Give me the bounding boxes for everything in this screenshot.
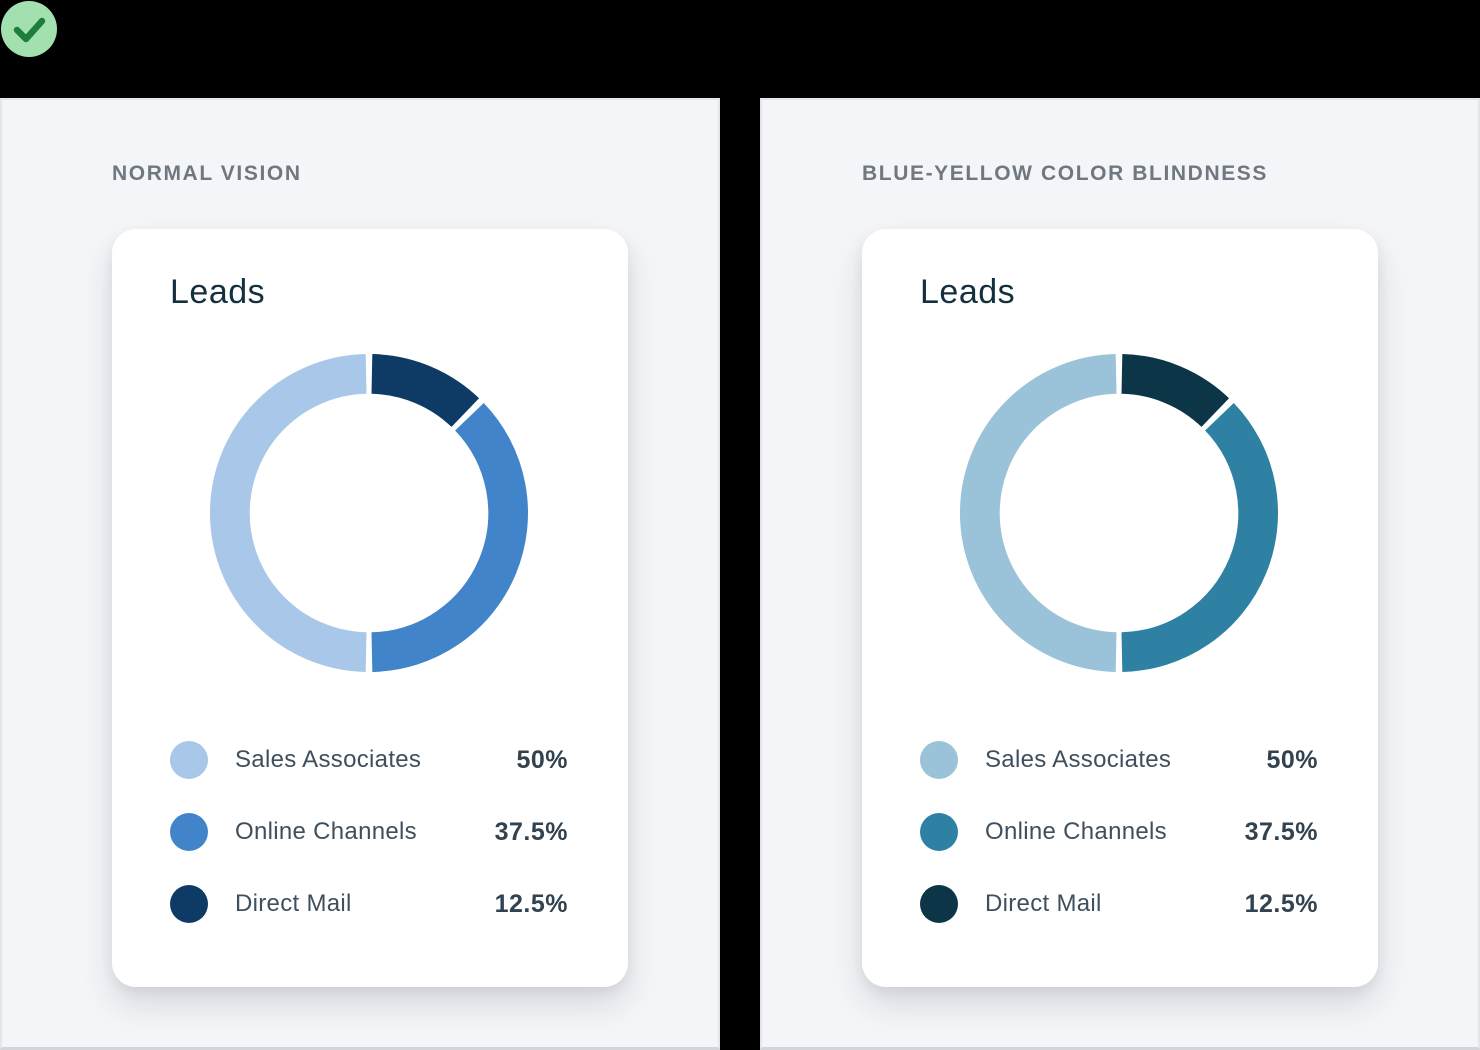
panel-label: BLUE-YELLOW COLOR BLINDNESS <box>862 162 1269 185</box>
donut-segment-direct-mail <box>1120 354 1230 428</box>
donut-chart <box>960 354 1278 673</box>
legend-color-swatch <box>170 813 208 852</box>
check-circle-icon <box>1 1 57 57</box>
legend-color-swatch <box>920 885 958 924</box>
legend-item: Online Channels 37.5% <box>920 810 1318 854</box>
legend-item: Direct Mail 12.5% <box>920 882 1318 926</box>
legend-item: Direct Mail 12.5% <box>170 882 568 926</box>
legend-label: Online Channels <box>985 818 1167 846</box>
legend-label: Direct Mail <box>235 890 352 918</box>
legend-value: 37.5% <box>1244 817 1318 846</box>
legend-item: Sales Associates 50% <box>170 738 568 782</box>
donut-segment-online-channels <box>371 403 528 673</box>
donut-segment-online-channels <box>1121 403 1278 673</box>
legend-color-swatch <box>170 741 208 780</box>
donut-chart-svg <box>960 354 1278 673</box>
legend-label: Direct Mail <box>985 890 1102 918</box>
card-title: Leads <box>170 273 266 311</box>
legend-item: Sales Associates 50% <box>920 738 1318 782</box>
donut-chart <box>210 354 528 673</box>
chart-legend: Sales Associates 50% Online Channels 37.… <box>920 738 1318 926</box>
legend-label: Sales Associates <box>235 746 422 774</box>
legend-color-swatch <box>920 741 958 780</box>
legend-color-swatch <box>920 813 958 852</box>
panel-blue-yellow-color-blindness: BLUE-YELLOW COLOR BLINDNESS Leads Sales … <box>760 98 1480 1050</box>
donut-chart-svg <box>210 354 528 673</box>
leads-card: Leads Sales Associates 50% Online Channe… <box>862 229 1378 987</box>
legend-label: Sales Associates <box>985 746 1172 774</box>
panel-label: NORMAL VISION <box>112 162 302 185</box>
leads-card: Leads Sales Associates 50% Online Channe… <box>112 229 628 987</box>
legend-value: 12.5% <box>494 889 568 918</box>
check-icon <box>13 17 46 43</box>
chart-legend: Sales Associates 50% Online Channels 37.… <box>170 738 568 926</box>
card-title: Leads <box>920 273 1016 311</box>
legend-value: 50% <box>516 745 568 774</box>
legend-item: Online Channels 37.5% <box>170 810 568 854</box>
donut-segment-direct-mail <box>370 354 480 428</box>
legend-value: 37.5% <box>494 817 568 846</box>
check-circle-background <box>1 1 57 57</box>
legend-color-swatch <box>170 885 208 924</box>
donut-segment-sales-associates <box>960 354 1117 673</box>
legend-value: 12.5% <box>1244 889 1318 918</box>
panel-normal-vision: NORMAL VISION Leads Sales Associates 50%… <box>0 98 720 1050</box>
legend-value: 50% <box>1266 745 1318 774</box>
legend-label: Online Channels <box>235 818 417 846</box>
donut-segment-sales-associates <box>210 354 367 673</box>
